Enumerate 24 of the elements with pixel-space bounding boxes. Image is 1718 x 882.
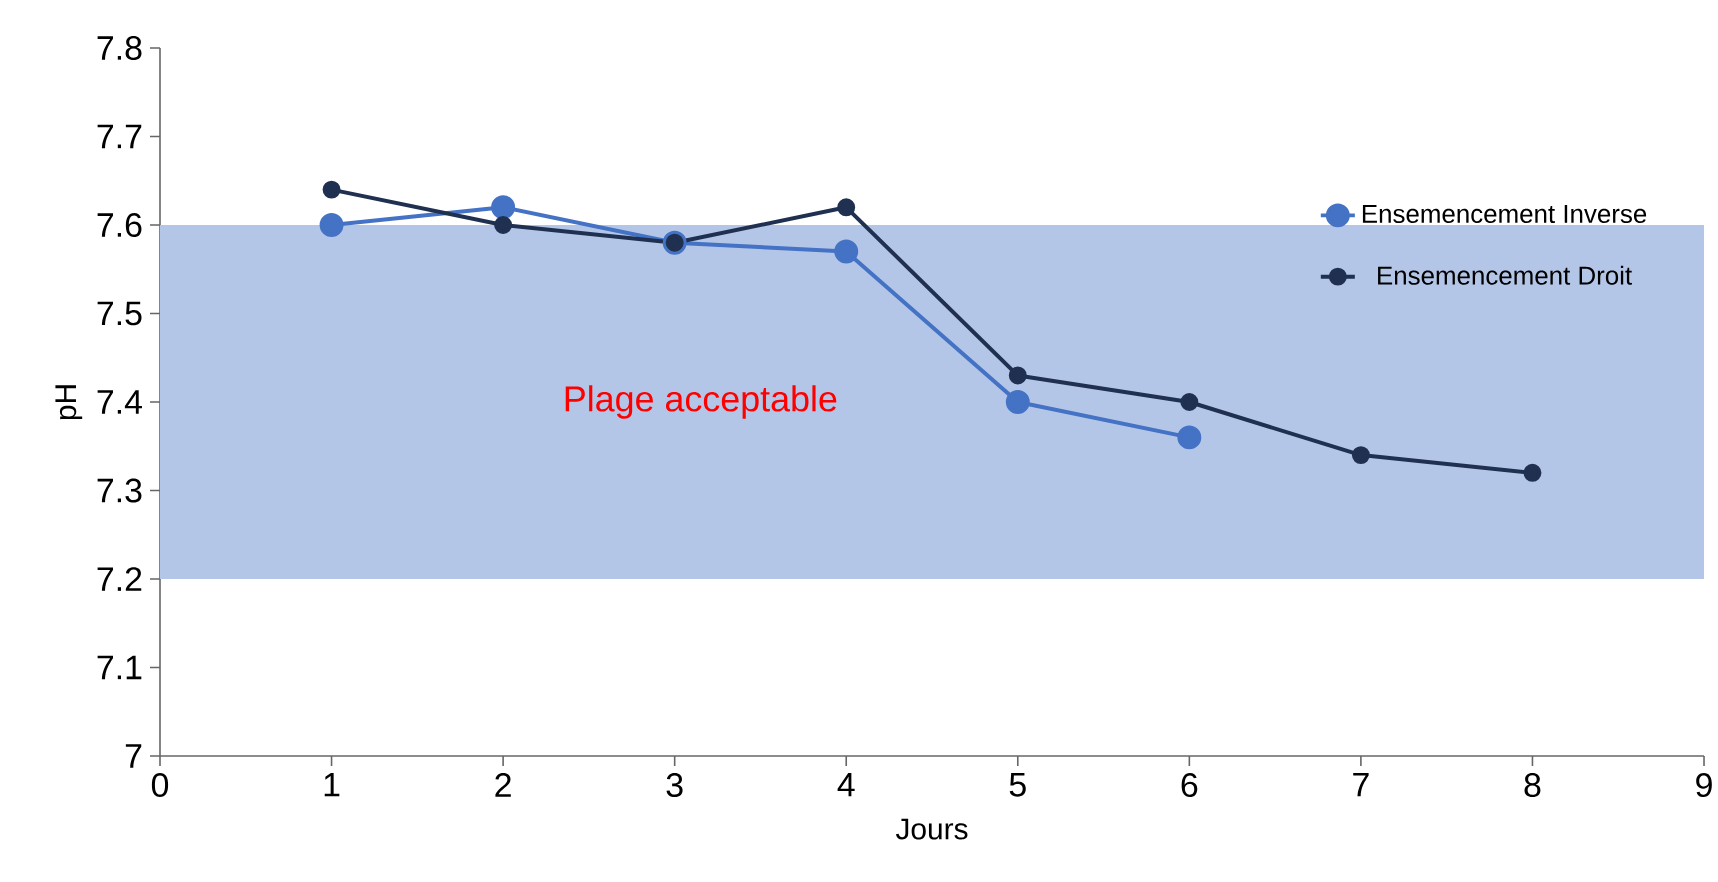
y-tick-label: 7.3	[97, 478, 142, 503]
x-tick-label: 2	[495, 773, 511, 797]
x-tick-label: 8	[1524, 773, 1541, 798]
x-tick-label: 9	[1696, 773, 1712, 798]
y-tick-label: 7.4	[97, 390, 142, 414]
x-tick-label: 0	[151, 773, 169, 798]
y-tick-label: 7.5	[97, 301, 142, 326]
x-axis-title: Jours	[895, 818, 968, 840]
legend-label: Ensemencement Inverse	[1362, 204, 1647, 224]
y-tick-label: 7.7	[97, 124, 142, 149]
x-tick-label: 6	[1181, 773, 1198, 798]
y-tick-label: 7	[125, 744, 142, 768]
legend-label: Ensemencement Droit	[1378, 265, 1632, 285]
x-tick-label: 3	[666, 773, 683, 798]
x-tick-label: 5	[1009, 773, 1026, 797]
y-tick-label: 7.6	[97, 213, 142, 238]
y-tick-label: 7.2	[97, 567, 142, 591]
y-tick-label: 7.1	[97, 655, 142, 680]
x-tick-label: 1	[324, 773, 340, 797]
x-tick-label: 4	[837, 773, 855, 797]
y-tick-label: 7.8	[97, 36, 142, 61]
x-tick-label: 7	[1353, 773, 1369, 797]
y-axis-title: pH	[55, 385, 83, 420]
band-label: Plage acceptable	[565, 385, 837, 419]
